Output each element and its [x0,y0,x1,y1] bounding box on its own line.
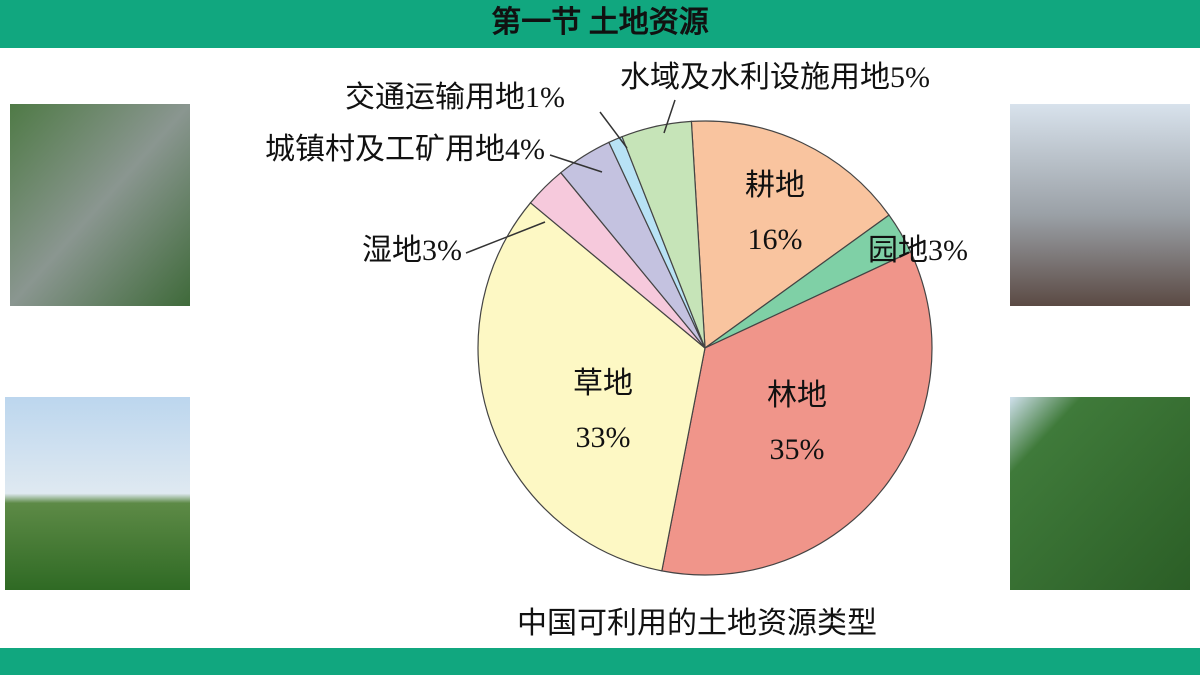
photo-forest [1010,397,1190,590]
slice-label: 湿地3% [362,234,462,267]
slice-label: 园地3% [868,234,968,267]
slice-label: 林地 35% [767,379,827,466]
slice-label: 耕地 16% [745,169,805,256]
pie-slice [477,201,706,572]
slice-label: 交通运输用地1% [345,81,565,114]
footer-band [0,648,1200,675]
slice-label: 城镇村及工矿用地4% [265,133,545,166]
pie: 耕地 16% 园地3%林地 35%草地 33%湿地3%城镇村及工矿用地4%交通运输用地1… [265,61,968,576]
photo-industry [1010,104,1190,306]
photo-farmland [5,397,190,590]
chart-caption: 中国可利用的土地资源类型 [517,607,877,640]
leader-line [549,154,603,173]
pie-slice [661,251,933,576]
category-name: 耕地 [745,169,805,202]
pie-slice [621,120,706,349]
value-label: 5% [890,61,930,94]
leader-line [465,221,546,254]
leader-line [599,111,628,149]
slice-label: 水域及水利设施用地5% [620,61,930,94]
slice-label: 草地 33% [573,367,633,454]
value-label: 33% [576,421,631,454]
pie-slice [690,120,890,350]
leader-line [663,99,676,134]
value-label: 1% [525,81,565,114]
category-name: 城镇村及工矿用地 [265,133,505,166]
category-name: 林地 [767,379,827,412]
category-name: 水域及水利设施用地 [620,61,890,94]
header-band [0,0,1200,48]
value-label: 16% [748,223,803,256]
category-name: 园地 [868,234,928,267]
value-label: 3% [422,234,462,267]
value-label: 35% [770,433,825,466]
category-name: 交通运输用地 [345,81,525,114]
category-name: 草地 [573,367,633,400]
slide-title: 第一节 土地资源 [491,5,709,39]
category-name: 湿地 [362,234,422,267]
value-label: 4% [505,133,545,166]
value-label: 3% [928,234,968,267]
photo-highway [10,104,190,306]
